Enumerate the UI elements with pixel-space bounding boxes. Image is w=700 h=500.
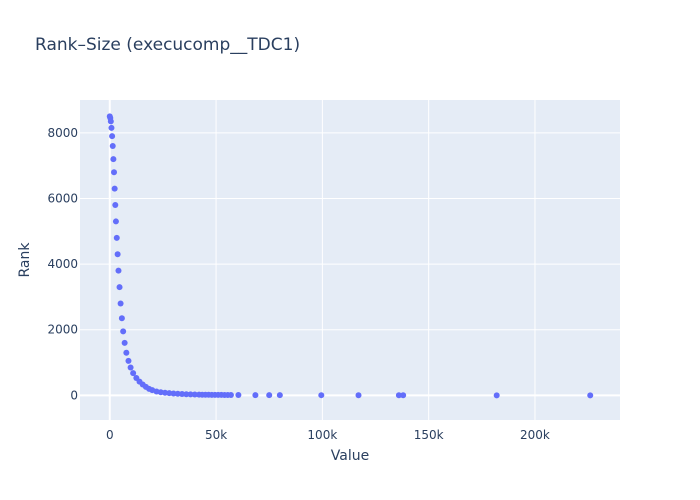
- data-point-0-43: [118, 315, 125, 322]
- data-point-0-54: [109, 142, 116, 149]
- data-point-0-6: [276, 392, 283, 399]
- data-point-0-46: [115, 267, 122, 274]
- data-point-0-59: [106, 113, 113, 120]
- data-point-0-37: [130, 370, 137, 377]
- x-tick-label-3: 150k: [414, 428, 444, 442]
- data-points-layer: [106, 113, 594, 399]
- x-tick-label-2: 100k: [307, 428, 337, 442]
- data-point-0-48: [113, 234, 120, 241]
- data-point-0-1: [493, 392, 500, 399]
- data-point-0-0: [587, 392, 594, 399]
- data-point-0-47: [114, 251, 121, 258]
- data-point-0-55: [109, 133, 116, 140]
- y-tick-label-2: 4000: [47, 257, 78, 271]
- data-point-0-51: [111, 185, 118, 192]
- y-tick-label-3: 6000: [47, 191, 78, 205]
- data-point-0-24: [179, 391, 186, 398]
- data-point-0-8: [252, 392, 259, 399]
- data-point-0-4: [355, 392, 362, 399]
- data-point-0-45: [116, 284, 123, 291]
- data-point-0-41: [121, 339, 128, 346]
- data-point-0-56: [108, 124, 115, 131]
- y-tick-label-0: 0: [70, 388, 78, 402]
- data-point-0-53: [110, 156, 117, 163]
- chart-title: Rank–Size (execucomp__TDC1): [35, 35, 300, 55]
- data-point-0-40: [123, 349, 130, 356]
- data-point-0-21: [191, 391, 198, 398]
- data-point-0-23: [183, 391, 190, 398]
- data-point-0-20: [196, 391, 203, 398]
- data-point-0-5: [318, 392, 325, 399]
- data-point-0-3: [395, 392, 402, 399]
- data-point-0-25: [174, 390, 181, 397]
- data-point-0-38: [127, 364, 134, 371]
- y-tick-label-1: 2000: [47, 323, 78, 337]
- x-axis-label: Value: [331, 448, 369, 464]
- y-tick-label-4: 8000: [47, 126, 78, 140]
- x-tick-label-0: 0: [106, 428, 114, 442]
- x-tick-label-1: 50k: [205, 428, 227, 442]
- data-point-0-44: [117, 300, 124, 307]
- data-point-0-7: [266, 392, 273, 399]
- data-point-0-49: [112, 218, 119, 225]
- y-axis-ticks: 0 2000 4000 6000 8000: [47, 126, 78, 403]
- data-point-0-39: [125, 357, 132, 364]
- x-axis-ticks: 0 50k 100k 150k 200k: [106, 428, 550, 442]
- data-point-0-50: [112, 202, 119, 209]
- data-point-0-52: [111, 169, 118, 176]
- plot-area-background: [80, 100, 620, 420]
- data-point-0-9: [235, 392, 242, 399]
- grid-layer: [80, 100, 620, 420]
- data-point-0-22: [187, 391, 194, 398]
- y-axis-label: Rank: [17, 242, 33, 278]
- data-point-0-2: [400, 392, 407, 399]
- data-point-0-42: [120, 328, 127, 335]
- x-tick-label-4: 200k: [520, 428, 550, 442]
- data-point-0-36: [133, 374, 140, 381]
